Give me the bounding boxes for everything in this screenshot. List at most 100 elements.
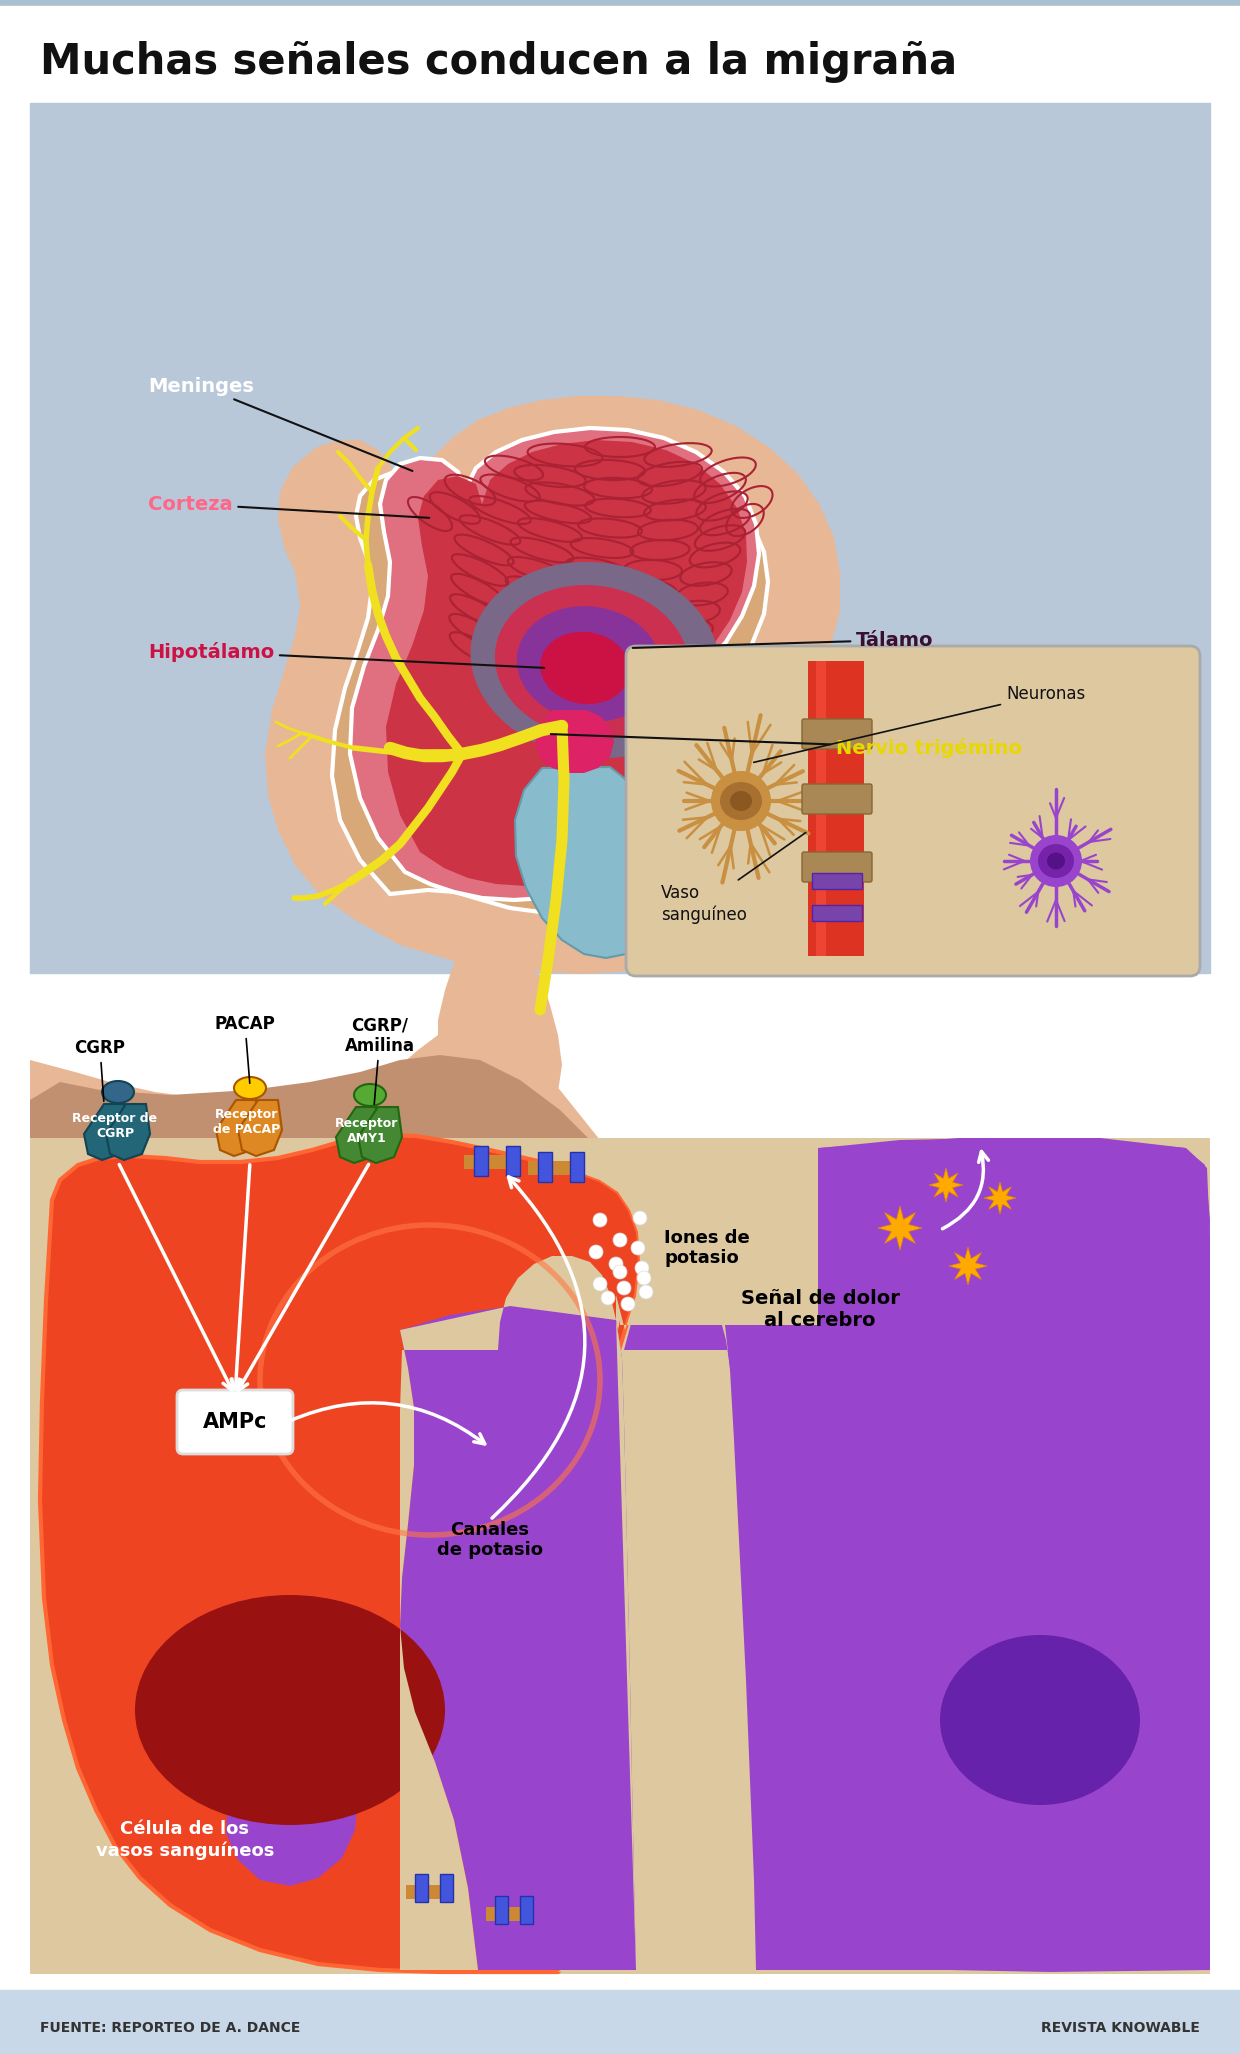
- Text: Hipotálamo: Hipotálamo: [148, 643, 544, 668]
- Polygon shape: [438, 959, 562, 1128]
- Bar: [816, 661, 826, 955]
- Circle shape: [711, 770, 771, 832]
- Polygon shape: [624, 1138, 1210, 1972]
- Circle shape: [613, 1232, 627, 1247]
- Polygon shape: [386, 440, 746, 885]
- Polygon shape: [929, 1169, 963, 1202]
- Circle shape: [593, 1278, 608, 1292]
- Polygon shape: [985, 1181, 1016, 1214]
- Text: Tálamo: Tálamo: [632, 631, 934, 649]
- Bar: [528, 1161, 584, 1175]
- Polygon shape: [515, 766, 663, 957]
- Text: Receptor
de PACAP: Receptor de PACAP: [213, 1107, 280, 1136]
- Bar: [474, 1146, 489, 1177]
- Ellipse shape: [712, 805, 737, 838]
- Polygon shape: [534, 711, 614, 772]
- Polygon shape: [878, 1206, 923, 1251]
- Text: Neuronas: Neuronas: [754, 684, 1085, 762]
- Bar: [464, 1154, 520, 1169]
- Circle shape: [589, 1245, 603, 1259]
- Ellipse shape: [517, 606, 661, 721]
- Circle shape: [613, 1265, 627, 1280]
- Polygon shape: [238, 1101, 281, 1156]
- FancyBboxPatch shape: [626, 647, 1200, 976]
- Polygon shape: [265, 396, 839, 974]
- Ellipse shape: [1047, 852, 1065, 869]
- Polygon shape: [336, 1107, 379, 1163]
- Circle shape: [609, 1257, 622, 1271]
- FancyBboxPatch shape: [30, 1138, 1210, 1974]
- Bar: [0, 0, 1240, 6]
- Text: REVISTA KNOWABLE: REVISTA KNOWABLE: [1042, 2021, 1200, 2036]
- Polygon shape: [401, 1255, 636, 1970]
- Bar: [538, 1152, 552, 1181]
- Bar: [486, 1906, 534, 1920]
- Text: CGRP: CGRP: [74, 1039, 125, 1101]
- Ellipse shape: [940, 1635, 1140, 1805]
- Text: FUENTE: REPORTEO DE A. DANCE: FUENTE: REPORTEO DE A. DANCE: [40, 2021, 300, 2036]
- Circle shape: [601, 1292, 615, 1304]
- Polygon shape: [105, 1103, 150, 1161]
- Text: Canales
de potasio: Canales de potasio: [436, 1520, 543, 1559]
- Polygon shape: [332, 456, 768, 912]
- Bar: [0, 6, 1240, 103]
- Bar: [405, 1886, 454, 1900]
- Text: Señal de dolor
al cerebro: Señal de dolor al cerebro: [740, 1290, 899, 1331]
- Polygon shape: [226, 1742, 358, 1886]
- Bar: [808, 661, 864, 955]
- Text: Iones de
potasio: Iones de potasio: [663, 1228, 750, 1267]
- Polygon shape: [30, 1027, 620, 1200]
- Circle shape: [632, 1212, 647, 1224]
- Ellipse shape: [234, 1076, 267, 1099]
- Ellipse shape: [495, 585, 689, 739]
- Polygon shape: [40, 1136, 640, 1972]
- Circle shape: [593, 1214, 608, 1226]
- Polygon shape: [660, 739, 846, 914]
- Text: Meninges: Meninges: [148, 376, 413, 470]
- Polygon shape: [358, 1107, 402, 1163]
- Polygon shape: [620, 1138, 1210, 1970]
- Circle shape: [637, 1271, 651, 1286]
- Ellipse shape: [353, 1085, 386, 1105]
- FancyBboxPatch shape: [177, 1391, 293, 1454]
- Polygon shape: [216, 1101, 260, 1156]
- Text: Vaso
sanguíneo: Vaso sanguíneo: [661, 832, 806, 924]
- Bar: [415, 1873, 428, 1902]
- Ellipse shape: [135, 1596, 445, 1826]
- FancyBboxPatch shape: [802, 719, 872, 750]
- Polygon shape: [30, 1056, 620, 1200]
- Circle shape: [618, 1282, 631, 1294]
- Polygon shape: [692, 770, 750, 867]
- Bar: [0, 1990, 1240, 2054]
- Text: PACAP: PACAP: [215, 1015, 275, 1082]
- Circle shape: [621, 1296, 635, 1310]
- Polygon shape: [558, 1142, 818, 1972]
- FancyBboxPatch shape: [802, 785, 872, 813]
- Text: CGRP/
Amilina: CGRP/ Amilina: [345, 1017, 415, 1105]
- Ellipse shape: [1038, 844, 1074, 877]
- Bar: [812, 873, 862, 889]
- Text: Nervio trigémino: Nervio trigémino: [551, 733, 1022, 758]
- Circle shape: [639, 1286, 653, 1298]
- Polygon shape: [401, 1306, 636, 1970]
- Circle shape: [635, 1261, 649, 1276]
- Ellipse shape: [470, 563, 719, 758]
- Bar: [812, 906, 862, 920]
- Polygon shape: [84, 1103, 128, 1161]
- Circle shape: [1030, 836, 1083, 887]
- Text: Receptor de
CGRP: Receptor de CGRP: [72, 1111, 157, 1140]
- Polygon shape: [949, 1247, 987, 1286]
- Bar: [30, 103, 1210, 974]
- Bar: [495, 1896, 508, 1925]
- Ellipse shape: [541, 633, 630, 705]
- Ellipse shape: [102, 1080, 134, 1103]
- Text: Receptor
AMY1: Receptor AMY1: [335, 1117, 399, 1144]
- Bar: [440, 1873, 453, 1902]
- Text: Muchas señales conducen a la migraña: Muchas señales conducen a la migraña: [40, 41, 957, 82]
- Circle shape: [631, 1241, 645, 1255]
- Ellipse shape: [730, 791, 751, 811]
- Bar: [570, 1152, 584, 1181]
- Ellipse shape: [720, 783, 763, 820]
- Polygon shape: [350, 427, 759, 900]
- Text: Corteza: Corteza: [148, 495, 429, 518]
